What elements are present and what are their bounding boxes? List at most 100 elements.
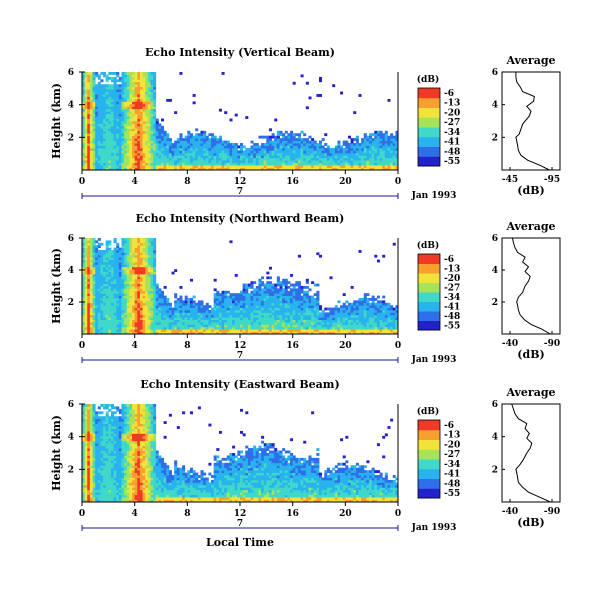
- heatmap-cell: [166, 167, 170, 171]
- heatmap-cell: [92, 250, 96, 253]
- heatmap-cell: [82, 89, 86, 92]
- heatmap-cell: [179, 143, 183, 146]
- heatmap-cell: [124, 118, 128, 122]
- heatmap-cell: [97, 123, 101, 127]
- heatmap-cell: [369, 147, 373, 151]
- heatmap-cell: [95, 135, 99, 139]
- heatmap-cell: [82, 138, 86, 141]
- heatmap-cell: [197, 157, 201, 161]
- heatmap-cell: [103, 278, 107, 282]
- heatmap-cell: [300, 157, 304, 161]
- heatmap-cell: [200, 140, 204, 144]
- heatmap-cell: [392, 147, 396, 151]
- heatmap-cell: [87, 250, 91, 253]
- heatmap-cell: [224, 155, 228, 159]
- heatmap-cell: [271, 305, 275, 308]
- heatmap-cell: [161, 298, 165, 301]
- heatmap-cell: [261, 283, 265, 287]
- heatmap-cell: [139, 254, 143, 258]
- heatmap-cell: [97, 111, 101, 115]
- heatmap-cell: [300, 143, 304, 146]
- heatmap-cell: [276, 160, 280, 164]
- heatmap-cell: [290, 331, 294, 335]
- heatmap-cell: [279, 167, 283, 171]
- heatmap-cell: [290, 317, 294, 320]
- heatmap-cell: [137, 326, 141, 330]
- heatmap-cell: [84, 317, 88, 320]
- heatmap-cell: [161, 138, 165, 141]
- heatmap-cell: [95, 307, 99, 311]
- heatmap-cell: [284, 150, 288, 154]
- heatmap-cell: [126, 257, 130, 260]
- heatmap-cell: [366, 157, 370, 161]
- heatmap-cell: [153, 278, 157, 282]
- heatmap-cell: [353, 310, 357, 313]
- heatmap-cell: [126, 250, 130, 253]
- heatmap-cell: [150, 121, 154, 124]
- heatmap-cell: [234, 322, 238, 325]
- heatmap-cell: [168, 143, 172, 146]
- heatmap-cell: [158, 307, 162, 311]
- heatmap-cell: [250, 300, 254, 304]
- heatmap-cell: [290, 283, 294, 287]
- heatmap-cell: [121, 298, 125, 301]
- heatmap-cell: [89, 307, 93, 311]
- heatmap-cell: [369, 155, 373, 159]
- heatmap-cell: [145, 300, 149, 304]
- heatmap-cell: [282, 165, 286, 168]
- heatmap-cell: [195, 307, 199, 311]
- heatmap-cell: [139, 86, 143, 90]
- heatmap-cell: [92, 84, 96, 88]
- heatmap-cell: [100, 167, 104, 171]
- heatmap-cell: [110, 103, 114, 107]
- heatmap-cell: [192, 312, 196, 316]
- heatmap-cell: [150, 108, 154, 112]
- heatmap-cell: [268, 283, 272, 287]
- heatmap-cell: [82, 317, 86, 320]
- heatmap-cell: [168, 147, 172, 151]
- heatmap-cell: [124, 242, 128, 246]
- heatmap-cell: [129, 254, 133, 258]
- heatmap-cell: [116, 259, 120, 263]
- heatmap-cell: [303, 310, 307, 313]
- heatmap-cell: [303, 160, 307, 164]
- heatmap-cell: [137, 106, 141, 110]
- heatmap-cell: [105, 79, 109, 83]
- heatmap-cell: [124, 290, 128, 294]
- heatmap-cell: [255, 319, 259, 323]
- heatmap-cell: [153, 242, 157, 246]
- heatmap-cell: [132, 257, 136, 260]
- heatmap-cell: [342, 152, 346, 156]
- heatmap-cell: [216, 300, 220, 304]
- heatmap-cell: [189, 152, 193, 156]
- heatmap-cell: [108, 305, 112, 308]
- heatmap-cell: [145, 286, 149, 289]
- heatmap-cell: [137, 278, 141, 282]
- heatmap-cell: [134, 300, 138, 304]
- heatmap-cell: [263, 319, 267, 323]
- heatmap-cell: [358, 331, 362, 335]
- heatmap-cell: [82, 81, 86, 85]
- heatmap-cell: [126, 288, 130, 292]
- heatmap-cell: [353, 307, 357, 311]
- heatmap-cell: [213, 298, 217, 301]
- heatmap-cell: [155, 145, 159, 149]
- heatmap-cell: [200, 152, 204, 156]
- heatmap-cell: [290, 326, 294, 330]
- heatmap-cell: [250, 283, 254, 287]
- heatmap-cell: [268, 143, 272, 146]
- heatmap-cell: [137, 305, 141, 308]
- heatmap-cell: [95, 72, 99, 75]
- heatmap-cell: [113, 160, 117, 164]
- heatmap-cell: [366, 147, 370, 151]
- heatmap-cell: [132, 240, 136, 244]
- heatmap-cell: [350, 165, 354, 168]
- heatmap-cell: [92, 331, 96, 335]
- heatmap-cell: [337, 145, 341, 149]
- heatmap-cell: [103, 155, 107, 159]
- heatmap-cell: [139, 298, 143, 301]
- heatmap-cell: [221, 152, 225, 156]
- heatmap-cell: [303, 305, 307, 308]
- heatmap-cell: [87, 257, 91, 260]
- heatmap-cell: [103, 160, 107, 164]
